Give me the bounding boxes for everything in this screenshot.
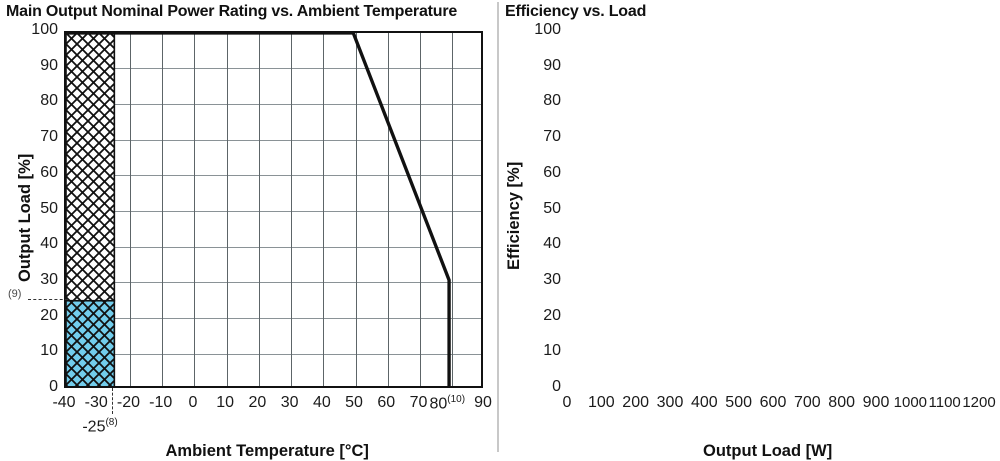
series-line-derating <box>66 33 451 386</box>
x-tick-label: 700 <box>793 394 821 411</box>
y-tick-label: 20 <box>543 306 561 324</box>
y-tick-label: 90 <box>543 56 561 74</box>
cross-hatched-cold-start-limit-region <box>66 299 116 386</box>
hatched-region-svg <box>66 33 116 386</box>
x-tick-label: -20 <box>116 394 141 411</box>
x-axis-title-derating: Ambient Temperature [°C] <box>165 442 369 460</box>
x-tick-label: 800 <box>828 394 855 411</box>
x-tick-label: -10 <box>149 394 173 411</box>
y-tick-label: 80 <box>40 92 58 110</box>
y-tick-label: 10 <box>543 342 561 360</box>
chart-panel-efficiency: Efficiency vs. Load 0 10 20 30 40 50 60 70 80 90 1… <box>497 0 1000 460</box>
y-tick-label: 60 <box>40 163 58 181</box>
min-temperature-label: -25(8) <box>82 417 117 436</box>
gridline-vertical <box>355 33 357 386</box>
gridline-horizontal <box>66 175 481 177</box>
gridline-vertical <box>323 33 325 386</box>
y-tick-label: 0 <box>49 378 58 395</box>
y-tick-label: 20 <box>40 306 58 324</box>
x-tick-label: 900 <box>862 394 890 411</box>
x-tick-label: -40 <box>52 394 76 411</box>
x-tick-label: 1200 <box>962 394 996 411</box>
x-tick-label: 30 <box>280 394 299 411</box>
gridline-vertical <box>387 33 389 386</box>
chart-title-efficiency: Efficiency vs. Load <box>505 3 647 20</box>
gridline-vertical <box>258 33 260 386</box>
gridline-horizontal <box>66 282 481 284</box>
y-tick-label: 40 <box>40 235 58 253</box>
y-tick-label: 50 <box>543 199 561 217</box>
gridline-horizontal <box>66 68 481 70</box>
gridline-horizontal <box>66 353 481 355</box>
min-temperature-dashed-line <box>112 388 114 414</box>
y-tick-label: 60 <box>543 163 561 181</box>
chart-panel-derating: Main Output Nominal Power Rating vs. Amb… <box>0 0 497 460</box>
x-tick-label: 20 <box>248 394 267 411</box>
x-tick-label: 60 <box>377 394 396 411</box>
y-tick-label: 70 <box>40 128 58 146</box>
x-tick-label: 600 <box>759 394 787 411</box>
x-tick-label: 0 <box>562 394 572 411</box>
derating-curve <box>66 33 451 386</box>
y-tick-label: 70 <box>543 128 561 146</box>
gridline-vertical <box>194 33 196 386</box>
x-tick-label: 400 <box>690 394 718 411</box>
x-tick-label: 500 <box>725 394 752 411</box>
y-tick-label: 100 <box>534 21 561 38</box>
y-tick-label: 50 <box>40 199 58 217</box>
gridline-vertical <box>226 33 228 386</box>
x-tick-label: 0 <box>188 394 198 411</box>
x-tick-label: 50 <box>345 394 363 411</box>
gridline-horizontal <box>66 139 481 141</box>
x-tick-label: 10 <box>216 394 235 411</box>
min-temperature-ref: (8) <box>105 417 118 428</box>
x-tick-label: 1100 <box>928 394 961 411</box>
gridline-horizontal <box>66 103 481 105</box>
x-tick-label: 100 <box>587 394 615 411</box>
x-tick-label: 70 <box>409 394 428 411</box>
y-tick-label: 0 <box>552 378 561 395</box>
min-temperature-value: -25 <box>82 418 106 436</box>
y-tick-label: 80 <box>543 92 561 110</box>
y-tick-label: 90 <box>40 56 58 74</box>
y-tick-label: 10 <box>40 342 58 360</box>
x-tick-label: 90 <box>474 394 492 411</box>
x-tick-label: 1000 <box>893 394 928 411</box>
gridline-vertical <box>291 33 293 386</box>
x-axis-title-efficiency: Output Load [W] <box>703 442 833 460</box>
gridline-horizontal <box>66 318 481 320</box>
x-tick-label: 40 <box>312 394 331 411</box>
y-tick-label: 100 <box>31 21 58 38</box>
x-tick-label: 300 <box>656 394 684 411</box>
gridline-horizontal <box>66 246 481 248</box>
plot-area-derating <box>64 31 483 388</box>
gridline-horizontal <box>66 211 481 212</box>
x-tick-label: -30 <box>84 394 108 411</box>
load-limit-dashed-line <box>28 298 68 300</box>
x-tick-label: 200 <box>622 394 649 411</box>
load-limit-ref-note: (9) <box>8 287 22 300</box>
y-axis-title-derating: Output Load [%] <box>16 153 34 282</box>
y-tick-label: 40 <box>543 235 561 253</box>
x-tick-label: 80(10) <box>429 394 466 413</box>
chart-title-derating: Main Output Nominal Power Rating vs. Amb… <box>6 3 458 20</box>
gridline-vertical <box>452 33 454 386</box>
cross-hatched-startup-region <box>66 33 116 302</box>
gridline-vertical <box>162 33 164 386</box>
panel-divider <box>497 2 499 452</box>
gridline-vertical <box>129 33 131 386</box>
y-tick-label: 30 <box>40 270 58 288</box>
y-tick-label: 30 <box>543 270 561 288</box>
y-axis-title-efficiency: Efficiency [%] <box>505 161 523 270</box>
